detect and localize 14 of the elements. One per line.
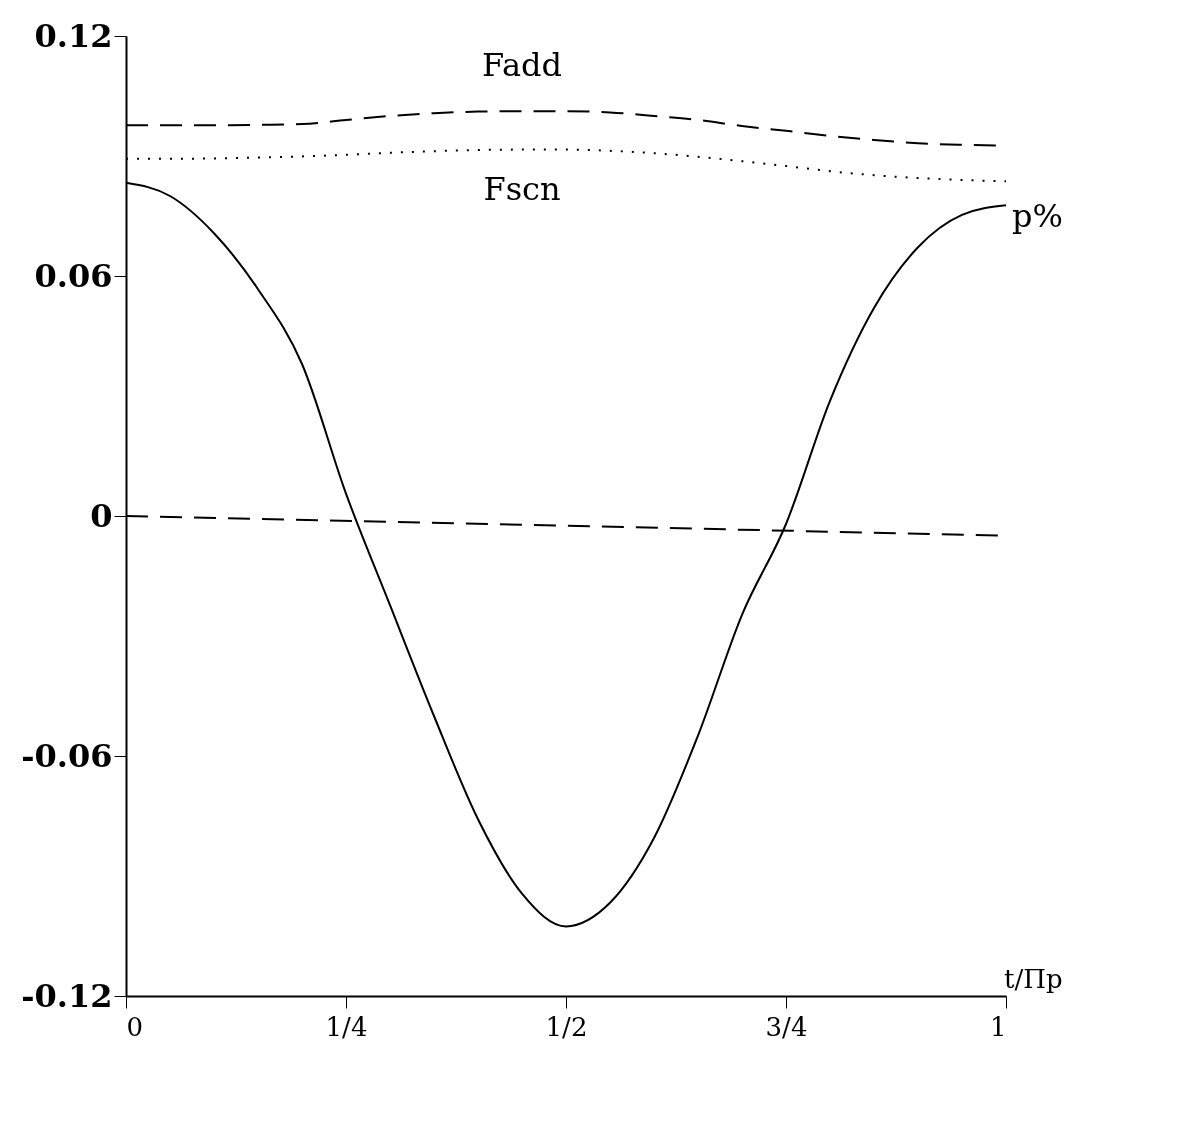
x-tick-label: 1/4 bbox=[325, 1011, 368, 1042]
series-label: p% bbox=[1012, 197, 1063, 236]
x-tick-label: 1/2 bbox=[545, 1011, 588, 1042]
y-tick-label: 0.12 bbox=[34, 16, 113, 55]
x-tick-label: 1 bbox=[989, 1011, 1007, 1042]
x-tick-label: 0 bbox=[126, 1011, 144, 1042]
series-label: Fscn bbox=[483, 169, 561, 208]
y-tick-label: 0 bbox=[90, 496, 113, 535]
series-label: Fadd bbox=[481, 46, 563, 85]
x-tick-label: 3/4 bbox=[765, 1011, 808, 1042]
x-axis-title: t/Πp bbox=[1004, 964, 1063, 994]
y-tick-label: -0.12 bbox=[21, 976, 113, 1015]
y-tick-label: 0.06 bbox=[34, 256, 113, 295]
y-tick-label: -0.06 bbox=[21, 736, 113, 775]
